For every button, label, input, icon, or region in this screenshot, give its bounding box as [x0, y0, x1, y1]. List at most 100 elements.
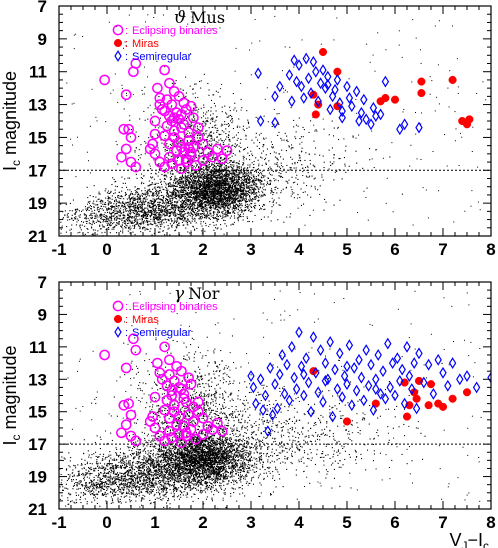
field-star-dot: [251, 207, 253, 209]
field-star-dot: [207, 198, 209, 200]
field-star-dot: [180, 214, 182, 216]
field-star-dot: [204, 182, 206, 184]
field-star-dot: [185, 185, 187, 187]
field-star-dot: [232, 190, 234, 192]
field-star-dot: [239, 189, 241, 191]
field-star-dot: [218, 193, 220, 195]
field-star-dot: [210, 183, 212, 185]
field-star-dot: [216, 197, 218, 199]
field-star-dot: [223, 170, 225, 172]
field-star-dot: [225, 166, 227, 168]
field-star-dot: [187, 167, 189, 169]
field-star-dot: [223, 179, 225, 181]
field-star-dot: [164, 177, 166, 179]
field-star-dot: [116, 144, 118, 146]
field-star-dot: [164, 66, 166, 68]
field-star-dot: [208, 189, 210, 191]
field-star-dot: [233, 198, 235, 200]
field-star-dot: [139, 204, 141, 206]
field-star-dot: [183, 187, 185, 189]
field-star-dot: [189, 215, 191, 217]
field-star-dot: [230, 187, 232, 189]
field-star-dot: [207, 193, 209, 195]
field-star-dot: [237, 166, 239, 168]
field-star-dot: [181, 177, 183, 179]
field-star-dot: [195, 175, 197, 177]
field-star-dot: [152, 188, 154, 190]
field-star-dot: [259, 182, 261, 184]
field-star-dot: [174, 195, 176, 197]
field-star-dot: [231, 199, 233, 201]
field-star-dot: [212, 167, 214, 169]
field-star-dot: [233, 200, 235, 202]
field-star-dot: [179, 181, 181, 183]
field-star-dot: [208, 183, 210, 185]
field-star-dot: [203, 167, 205, 169]
field-star-dot: [224, 193, 226, 195]
field-star-dot: [171, 155, 173, 157]
field-star-dot: [173, 214, 175, 216]
field-star-dot: [224, 183, 226, 185]
field-star-dot: [149, 150, 151, 152]
field-star-dot: [116, 205, 118, 207]
field-star-dot: [218, 168, 220, 170]
field-star-dot: [218, 185, 220, 187]
field-star-dot: [136, 205, 138, 207]
field-star-dot: [218, 211, 220, 213]
field-star-dot: [212, 173, 214, 175]
field-star-dot: [205, 195, 207, 197]
field-star-dot: [117, 207, 119, 209]
field-star-dot: [239, 215, 241, 217]
field-star-dot: [175, 151, 177, 153]
field-star-dot: [143, 193, 145, 195]
field-star-dot: [159, 228, 161, 230]
field-star-dot: [177, 182, 179, 184]
field-star-dot: [155, 199, 157, 201]
field-star-dot: [238, 160, 240, 162]
field-star-dot: [176, 213, 178, 215]
field-star-dot: [177, 224, 179, 226]
field-star-dot: [177, 201, 179, 203]
field-star-dot: [142, 202, 144, 204]
field-star-dot: [100, 201, 102, 203]
field-star-dot: [194, 183, 196, 185]
field-star-dot: [138, 149, 140, 151]
field-star-dot: [250, 190, 252, 192]
field-star-dot: [176, 178, 178, 180]
field-star-dot: [175, 194, 177, 196]
field-star-dot: [140, 154, 142, 156]
field-star-dot: [222, 194, 224, 196]
field-star-dot: [207, 183, 209, 185]
field-star-dot: [220, 224, 222, 226]
field-star-dot: [190, 196, 192, 198]
field-star-dot: [233, 195, 235, 197]
field-star-dot: [72, 199, 74, 201]
field-star-dot: [177, 207, 179, 209]
field-star-dot: [149, 190, 151, 192]
field-star-dot: [284, 89, 286, 91]
field-star-dot: [232, 175, 234, 177]
field-star-dot: [236, 144, 238, 146]
field-star-dot: [233, 164, 235, 166]
field-star-dot: [202, 142, 204, 144]
field-star-dot: [237, 162, 239, 164]
field-star-dot: [204, 196, 206, 198]
field-star-dot: [175, 226, 177, 228]
field-star-dot: [182, 194, 184, 196]
field-star-dot: [233, 207, 235, 209]
field-star-dot: [136, 201, 138, 203]
field-star-dot: [176, 198, 178, 200]
field-star-dot: [165, 212, 167, 214]
field-star-dot: [209, 197, 211, 199]
field-star-dot: [237, 180, 239, 182]
field-star-dot: [254, 189, 256, 191]
field-star-dot: [173, 204, 175, 206]
field-star-dot: [200, 221, 202, 223]
field-star-dot: [231, 172, 233, 174]
field-star-dot: [171, 224, 173, 226]
field-star-dot: [216, 177, 218, 179]
field-star-dot: [308, 131, 310, 133]
field-star-dot: [126, 186, 128, 188]
field-star-dot: [124, 195, 126, 197]
field-star-dot: [129, 205, 131, 207]
